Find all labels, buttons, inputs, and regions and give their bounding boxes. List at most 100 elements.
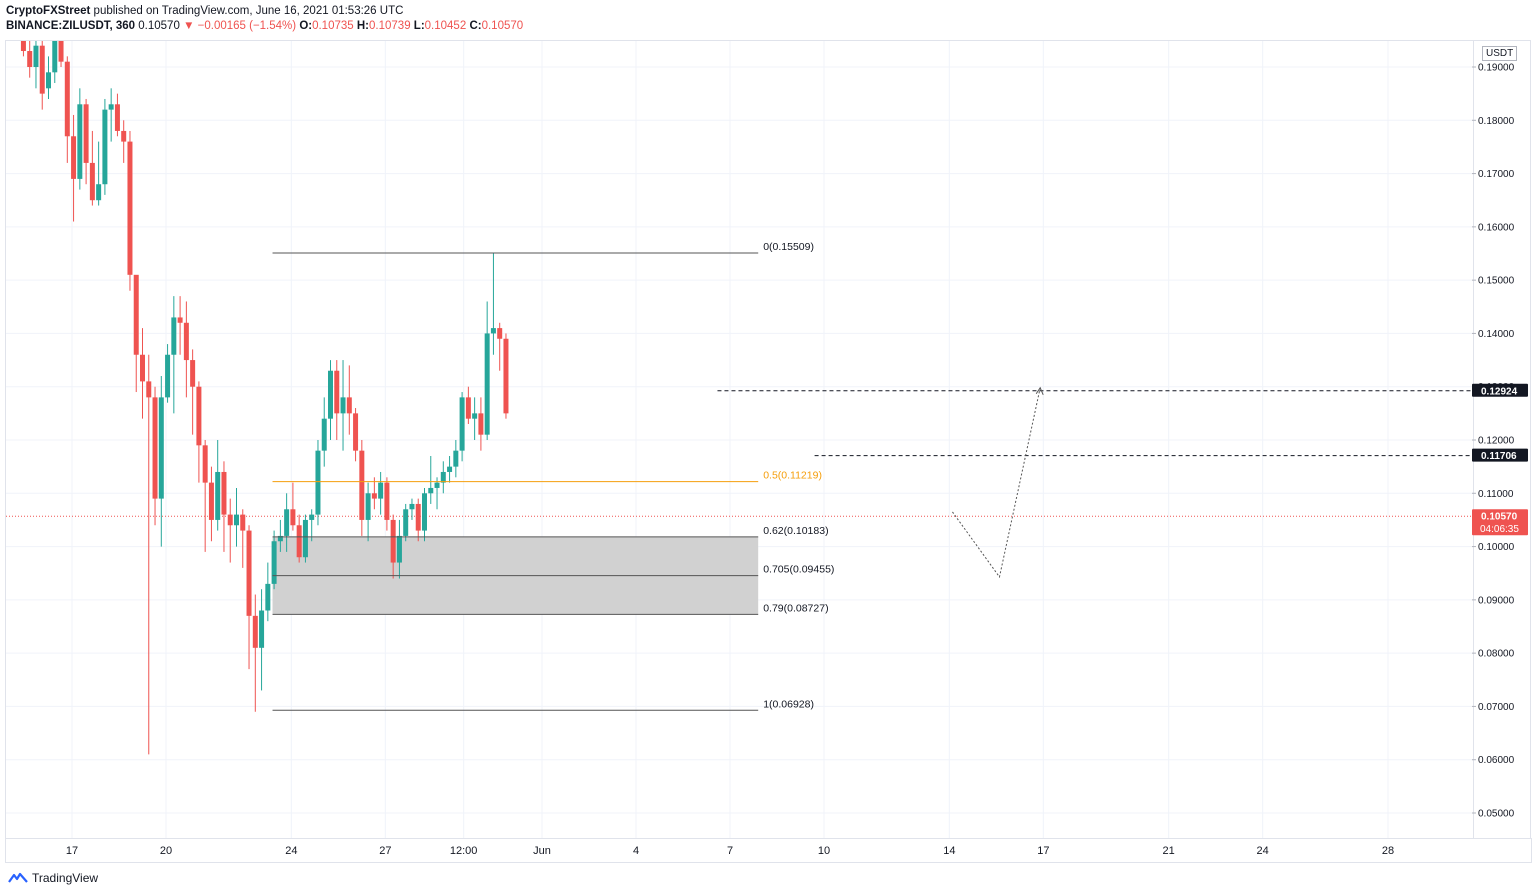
candle-body [328,370,333,419]
candle-body [208,482,214,520]
candle-body [177,317,183,323]
candle-body [202,445,208,483]
candle-body [190,360,196,387]
candle [234,487,239,547]
candle [340,360,346,451]
candle [64,56,70,163]
candle [290,482,296,531]
candle [453,440,459,478]
y-tick-label: 0.07000 [1478,702,1515,713]
candle [196,381,202,483]
candle-body [27,51,33,67]
y-tick-label: 0.18000 [1478,116,1515,127]
candle [302,514,308,563]
candle-body [346,397,352,414]
x-tick-label: 17 [1037,845,1049,857]
candle-body [240,514,246,531]
close-label: C: [469,20,482,32]
candle-body [20,41,26,52]
price-chart[interactable]: 0(0.15509) 0.5(0.11219) 0.62(0.10183) 0.705… [6,41,1473,838]
candle [190,349,196,435]
candle [227,498,233,563]
candle [321,397,327,467]
candle [447,455,453,483]
x-tick-label: 28 [1382,845,1394,857]
candle [440,461,446,494]
candle [484,301,490,440]
y-tick-label: 0.09000 [1478,595,1515,606]
time-axis[interactable]: 17 20 24 27 12:00 Jun 4 7 10 14 17 21 24 28 [5,838,1532,863]
candle [83,98,89,185]
candle-body [33,45,39,67]
price-axis-scale: 0.19000 0.18000 0.17000 0.16000 0.15000 0.140… [1472,63,1528,820]
fib-label: 0.705(0.09455) [763,564,834,576]
fib-label: 0.5(0.11219) [763,470,822,482]
candle-body [146,381,152,398]
candle [46,56,51,99]
last-price: 0.10570 [138,20,180,32]
candle [127,130,133,291]
candle [271,530,277,590]
fib-label: 0.79(0.08727) [763,602,828,614]
candle-body [409,503,415,510]
candle-body [246,530,252,616]
candle-body [165,354,171,398]
candle-body [403,509,409,536]
candle [208,466,214,542]
chart-plot-area[interactable]: 0(0.15509) 0.5(0.11219) 0.62(0.10183) 0.705… [5,40,1474,839]
x-tick-label: Jun [533,845,551,857]
tradingview-logo[interactable]: TradingView [8,871,98,885]
candle [140,328,145,419]
candle-body [371,493,377,499]
x-tick-label: 21 [1163,845,1175,857]
x-tick-label: 4 [633,845,639,857]
candle [465,386,471,425]
candle-body [422,493,427,531]
price-axis[interactable]: 0.19000 0.18000 0.17000 0.16000 0.15000 0.140… [1472,40,1531,839]
candle [490,253,496,355]
candle-body [46,72,51,89]
candle [165,344,171,403]
y-tick-label: 0.12000 [1478,436,1515,447]
candle-body [96,184,102,201]
candle [328,360,333,440]
candle-body [472,413,478,419]
candle [152,386,158,526]
chart-header: CryptoFXStreet published on TradingView.… [6,4,523,34]
candle [428,455,434,504]
y-tick-label: 0.16000 [1478,222,1515,233]
candle [284,493,290,552]
y-tick-label: 0.17000 [1478,169,1515,180]
candle-body [302,519,308,558]
candle-body [484,333,490,435]
candle [58,41,64,67]
candle-body [71,136,77,179]
candle [146,354,152,755]
candle [121,120,127,163]
candle [102,98,108,195]
x-tick-label: 27 [379,845,391,857]
tradingview-icon [8,872,28,883]
candle [497,322,503,371]
fib-label: 0(0.15509) [763,241,814,253]
candle-body [315,450,321,515]
level-tag-2-bg [1472,448,1528,462]
candle [39,41,45,110]
candle-body [259,610,265,648]
candle-body [428,487,434,494]
candle-body [234,514,239,526]
candle-body [378,482,384,499]
level-tag-1: 0.12924 [1481,386,1518,397]
candle [171,296,177,414]
currency-unit[interactable]: USDT [1482,46,1518,61]
candle [371,477,377,510]
symbol-label[interactable]: BINANCE:ZILUSDT, 360 [6,20,136,32]
x-tick-label: 24 [1257,845,1269,857]
candle [503,333,509,419]
candle [177,296,183,355]
candle [265,562,271,622]
candle-body [447,466,453,472]
author-name[interactable]: CryptoFXStreet [6,5,91,17]
candle-body [359,450,365,520]
candle-body [271,541,277,584]
